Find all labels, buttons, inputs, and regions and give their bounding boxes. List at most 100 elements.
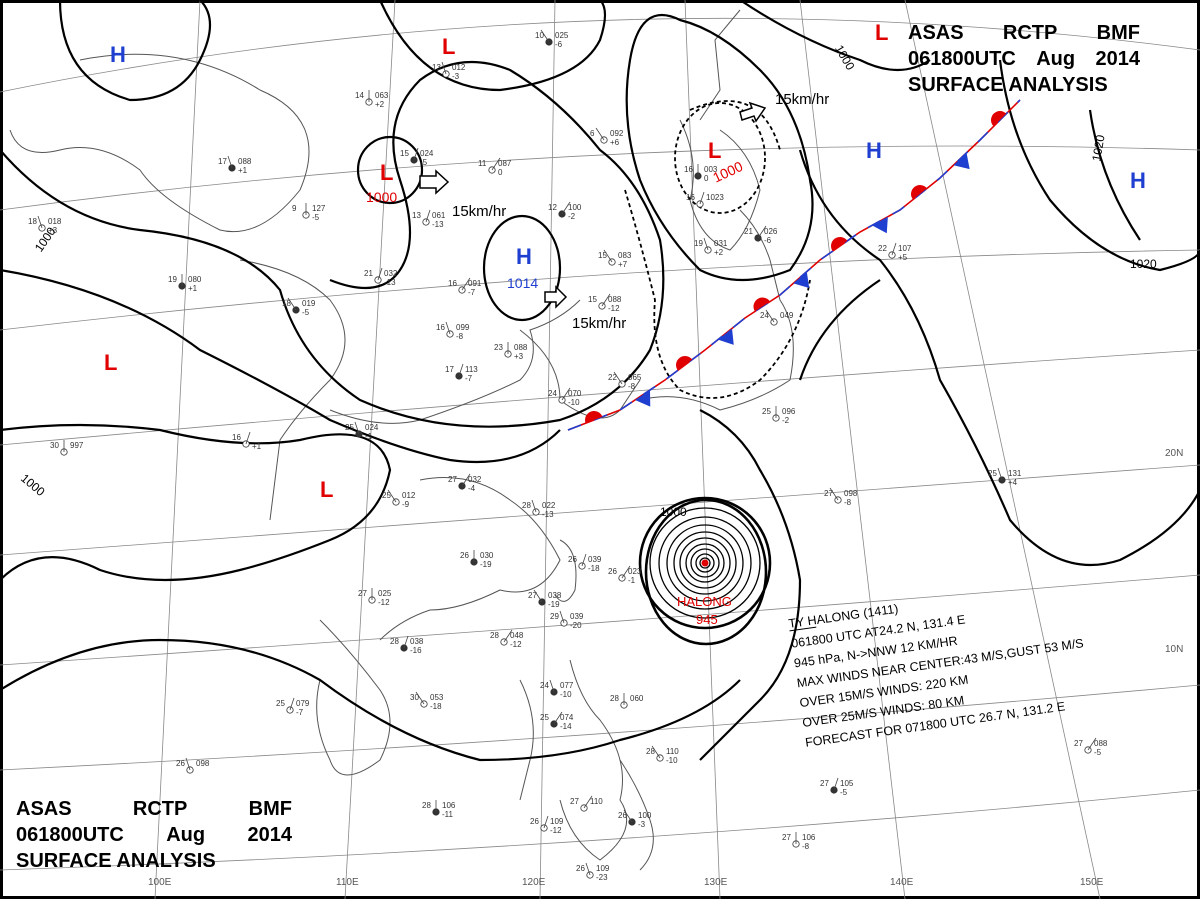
station-tendency: -8 — [456, 332, 464, 341]
station-pressure: 106 — [442, 801, 456, 810]
latitude-label: 10N — [1165, 644, 1183, 655]
station-temperature: 28 — [422, 801, 431, 810]
wind-barb — [403, 635, 409, 649]
station-pressure: 110 — [666, 747, 679, 756]
station-plot: 21 026-6 — [744, 225, 778, 245]
low-pressure-label: L — [104, 350, 117, 375]
analysis-datetime: 061800UTC — [16, 824, 124, 846]
wind-barb — [245, 431, 251, 445]
wind-barb — [415, 691, 425, 705]
longitude-label: 110E — [336, 877, 359, 888]
wind-barb — [833, 777, 839, 791]
isobar-value: 1000 — [660, 505, 687, 519]
station-tendency: +3 — [514, 352, 524, 361]
station-plot: 10 025-6 — [535, 29, 569, 49]
station-temperature: 30 — [50, 441, 59, 450]
station-tendency: -7 — [468, 288, 476, 297]
trough-lines — [624, 100, 811, 399]
station-plot: 19 080+1 — [168, 274, 202, 293]
station-plot: 19 031+2 — [694, 237, 728, 257]
map-header-top: ASAS RCTP BMF 061800UTC Aug 2014 SURFACE… — [908, 20, 1140, 98]
front-line-cold — [567, 99, 1021, 431]
station-pressure: 087 — [498, 159, 512, 168]
wind-barb — [581, 553, 587, 567]
station-temperature: 25 — [345, 423, 354, 432]
station-pressure: 030 — [480, 551, 494, 560]
station-plot: 28 106-11 — [422, 800, 456, 819]
analysis-year: 2014 — [247, 824, 292, 846]
wind-barb — [461, 277, 471, 291]
station-plot: 24 077-10 — [540, 679, 574, 699]
typhoon-pressure: 945 — [696, 612, 718, 627]
station-tendency: -5 — [420, 158, 428, 167]
station-temperature: 22 — [608, 373, 617, 382]
station-plot: 27 025-12 — [358, 588, 392, 607]
station-temperature: 25 — [540, 713, 549, 722]
station-temperature: 14 — [355, 91, 364, 100]
station-plot: 17 113-7 — [445, 363, 478, 383]
station-temperature: 16 — [686, 193, 695, 202]
station-plot: 28 048-12 — [490, 629, 524, 649]
wind-barb — [287, 297, 297, 311]
wind-barb — [227, 155, 233, 169]
map-header-bottom: ASAS RCTP BMF 061800UTC Aug 2014 SURFACE… — [16, 796, 292, 874]
station-tendency: -8 — [628, 382, 636, 391]
station-pressure: 127 — [312, 204, 326, 213]
station-pressure: 098 — [196, 759, 210, 768]
station-pressure: 100 — [638, 811, 652, 820]
wind-barb — [543, 815, 549, 829]
station-plot: 28 022-13 — [522, 499, 556, 519]
station-temperature: 22 — [878, 244, 887, 253]
high-pressure-label: H — [516, 244, 532, 269]
wind-barb — [601, 293, 611, 307]
cold-front-triangle — [953, 152, 970, 170]
warm-front-semicircle — [991, 111, 1007, 127]
cold-front-triangle — [793, 271, 810, 289]
warm-front-semicircle — [911, 185, 928, 200]
station-plot: 27 110 — [570, 795, 603, 812]
station-plot: 28 060 — [610, 693, 644, 709]
station-tendency: +5 — [898, 253, 908, 262]
station-temperature: 25 — [382, 491, 391, 500]
station-tendency: +4 — [1008, 478, 1018, 487]
movement-speed-label: 15km/hr — [452, 203, 506, 220]
station-temperature: 27 — [782, 833, 791, 842]
station-plot: 15 083+7 — [598, 249, 632, 269]
station-code: RCTP — [132, 798, 188, 820]
wind-barb — [623, 809, 633, 823]
station-pressure: 024 — [365, 423, 379, 432]
station-plot: 12 100-2 — [548, 201, 582, 221]
typhoon-center-marker — [701, 559, 709, 567]
station-pressure: 060 — [630, 694, 644, 703]
station-pressure: 113 — [465, 365, 478, 374]
station-plot: 24 049 — [760, 309, 794, 326]
station-plot: 22 107+5 — [878, 242, 912, 262]
station-temperature: 17 — [445, 365, 454, 374]
station-temperature: 16 — [448, 279, 457, 288]
wind-barb — [603, 249, 613, 263]
station-tendency: -5 — [1094, 748, 1102, 757]
station-tendency: -6 — [764, 236, 772, 245]
wind-barb — [503, 629, 513, 643]
station-plot: 13 061-13 — [412, 209, 446, 229]
station-tendency: -8 — [844, 498, 852, 507]
station-plot: 25 131+4 — [988, 467, 1022, 487]
station-tendency: -16 — [410, 646, 422, 655]
station-temperature: 26 — [618, 811, 627, 820]
station-pressure: 088 — [1094, 739, 1108, 748]
station-temperature: 28 — [390, 637, 399, 646]
station-temperature: 26 — [608, 567, 617, 576]
station-temperature: 26 — [576, 864, 585, 873]
station-tendency: -1 — [628, 576, 636, 585]
warm-front-semicircle — [830, 236, 848, 252]
longitude-label: 150E — [1080, 877, 1104, 888]
station-pressure: 109 — [550, 817, 564, 826]
wind-barb — [553, 711, 563, 725]
station-temperature: 6 — [590, 129, 595, 138]
station-temperature: 28 — [646, 747, 655, 756]
station-temperature: 27 — [570, 797, 579, 806]
station-pressure: 109 — [596, 864, 610, 873]
warm-front-semicircle — [753, 297, 771, 312]
